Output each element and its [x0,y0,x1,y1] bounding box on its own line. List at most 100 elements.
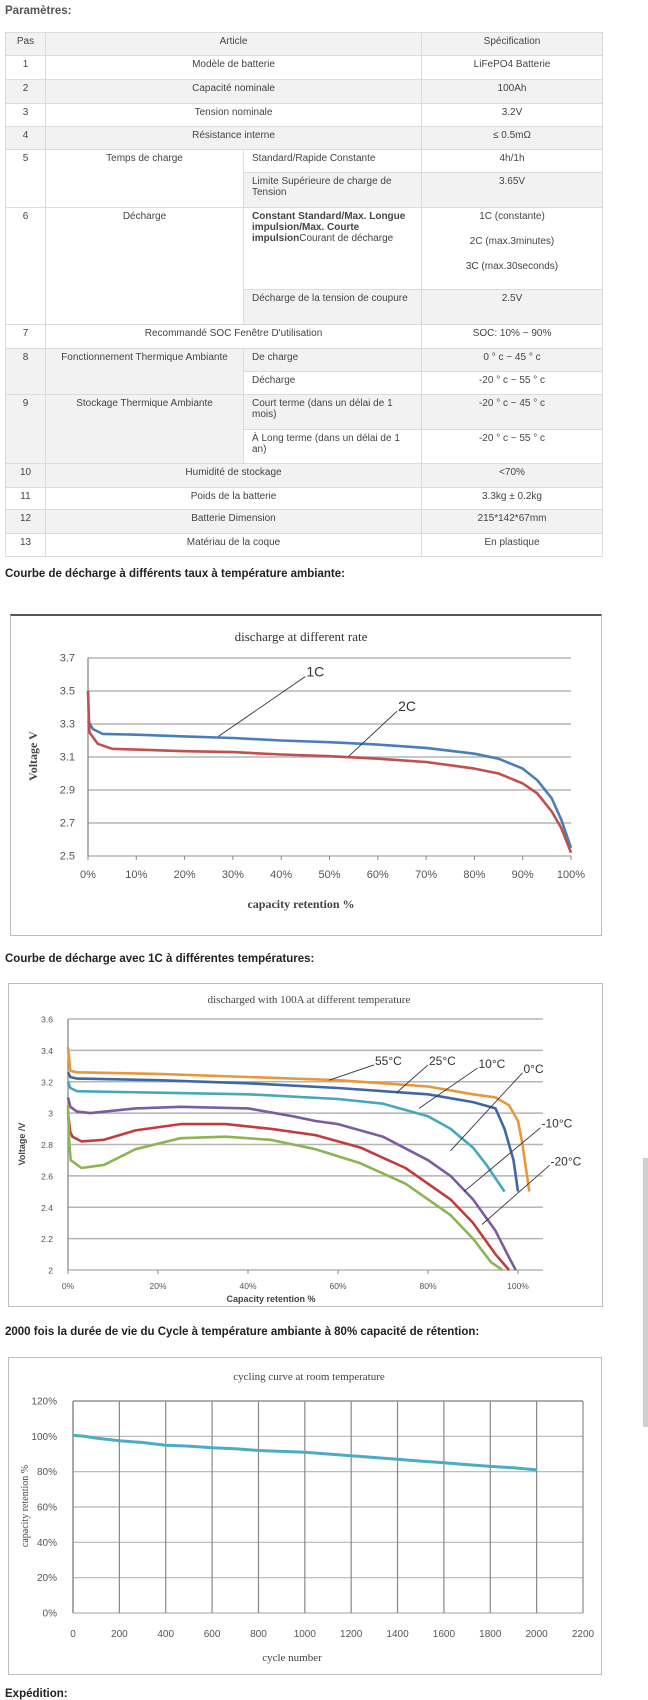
spec-line: 3C (max.30seconds) [465,261,559,272]
row-subitem: Standard/Rapide Constante [242,149,423,173]
y-tick-label: 2 [48,1266,53,1276]
row-subitem: De charge [242,348,423,372]
table-subrow: Décharge de la tension de coupure 2.5V [6,289,604,325]
annotation-leader-line [418,1067,478,1109]
annotation-leader-line [396,1064,429,1094]
y-tick-label: 3.6 [41,1015,53,1025]
x-tick-label: 10% [125,869,147,881]
row-item: Recommandé SOC Fenêtre D'utilisation [44,324,423,349]
discharge-rate-chart: 2.5 2.7 2.9 3.1 3.3 3.5 3.7 0% 10% 20% 30% 40% 50% 60… [10,614,602,936]
row-item: Matériau de la coque [44,533,423,557]
x-tick-label: 70% [415,869,437,881]
annotation-leader-line [481,1164,550,1225]
table-row: 4 Résistance interne ≤ 0.5mΩ [5,126,604,150]
table-row: 12 Batterie Dimension 215*142*67mm [5,509,604,534]
table-row: 1 Modèle de batterie LiFePO4 Batterie [5,55,604,80]
table-row: 11 Poids de la batterie 3.3kg ± 0.2kg [5,487,604,510]
annotation-leader-line [348,710,398,757]
y-tick-label: 60% [37,1503,57,1514]
annotation-label: 1C [306,664,324,680]
temperature-discharge-chart: 2 2.2 2.4 2.6 2.8 3 3.2 3.4 3.6 0% 20% 40% 60% 80% 100… [8,983,603,1307]
header-item: Article [44,32,423,56]
row-subitem: Court terme (dans un délai de 1 mois) [242,394,423,430]
x-tick-label: 60% [367,869,389,881]
y-tick-label: 3.2 [41,1077,53,1087]
row-item: Humidité de stockage [44,463,423,488]
x-tick-label: 1400 [386,1629,409,1640]
series-line-capacityretention [72,1433,537,1472]
table-row: 2 Capacité nominale 100Ah [5,79,604,104]
discharge-rate-chart-svg: 2.5 2.7 2.9 3.1 3.3 3.5 3.7 0% 10% 20% 30% 40% 50% 60… [26,629,585,911]
chart-title: discharge at different rate [235,629,368,644]
temperature-discharge-chart-svg: 2 2.2 2.4 2.6 2.8 3 3.2 3.4 3.6 0% 20% 40% 60% 80% 100… [17,994,582,1304]
row-spec: -20 ° c ~ 45 ° c [421,394,604,430]
x-tick-label: 90% [512,869,534,881]
x-tick-label: 80% [419,1281,436,1291]
row-spec: 3.65V [421,172,604,208]
row-item: Modèle de batterie [44,55,423,80]
row-spec: 0 ° c ~ 45 ° c [421,348,604,372]
rate-chart-heading: Courbe de décharge à différents taux à t… [5,568,345,580]
x-tick-label: 600 [204,1629,221,1640]
x-tick-label: 2000 [526,1629,549,1640]
y-tick-label: 2.4 [41,1203,53,1213]
scrollbar[interactable] [643,1158,648,1427]
row-item: Stockage Thermique Ambiante [45,394,244,464]
row-spec: 100Ah [421,79,604,104]
x-tick-label: 0% [80,869,96,881]
y-tick-label: 3.7 [60,653,75,665]
table-subrow: À Long terme (dans un délai de 1 an) -20… [6,429,604,464]
table-row: 6 Décharge Constant Standard/Max. Longue… [5,207,604,325]
table-row: 5 Temps de charge Standard/Rapide Consta… [5,149,604,208]
y-tick-label: 3.3 [60,719,75,731]
row-item: Temps de charge [45,149,244,208]
series-line--10c [66,1112,510,1271]
table-row: 7 Recommandé SOC Fenêtre D'utilisation S… [5,324,604,349]
specifications-table: Pas Article Spécification 1 Modèle de ba… [5,32,604,557]
x-tick-label: 0 [70,1629,76,1640]
y-axis-label: capacity retention % [20,1465,31,1547]
row-spec: 4h/1h [421,149,604,173]
x-tick-label: 60% [329,1281,346,1291]
row-step: 6 [5,207,46,325]
x-tick-label: 800 [250,1629,267,1640]
temperature-chart-heading: Courbe de décharge avec 1C à différentes… [5,953,315,965]
x-tick-label: 1000 [294,1629,317,1640]
row-spec: En plastique [421,533,604,557]
x-tick-label: 1800 [479,1629,502,1640]
row-step: 2 [5,79,46,104]
y-tick-label: 3.5 [60,686,75,698]
table-subrow: Décharge -20 ° c ~ 55 ° c [6,371,604,395]
annotation-leader-line [328,1064,375,1081]
x-axis-label: Capacity retention % [226,1294,315,1304]
y-tick-label: 80% [37,1467,57,1478]
row-spec: SOC: 10% ~ 90% [421,324,604,349]
series-line-2c [86,690,573,854]
row-subitem: Décharge [242,371,423,395]
series-line-1c [86,720,573,849]
annotation-label: 2C [398,698,416,714]
x-tick-label: 50% [318,869,340,881]
table-row: 8 Fonctionnement Thermique Ambiante De c… [5,348,604,395]
y-tick-label: 3 [48,1109,53,1119]
row-step: 10 [5,463,46,488]
row-spec: 2.5V [421,289,604,325]
shipping-heading: Expédition: [5,1688,68,1700]
annotation-label: 0°C [524,1062,544,1076]
annotation-label: 55°C [375,1054,402,1068]
x-tick-label: 100% [507,1281,529,1291]
x-tick-label: 1600 [433,1629,456,1640]
row-step: 8 [5,348,46,395]
x-tick-label: 200 [111,1629,128,1640]
spec-line: 1C (constante) [479,211,545,222]
y-tick-label: 2.5 [60,851,75,863]
row-subitem: Limite Supérieure de charge de Tension [242,172,423,208]
table-row: 10 Humidité de stockage <70% [5,463,604,488]
annotation-label: 10°C [479,1057,506,1071]
y-tick-label: 2.6 [41,1171,53,1181]
chart-title: cycling curve at room temperature [233,1371,385,1383]
parameters-heading: Paramètres: [5,5,72,17]
series-line--20c [66,1105,504,1272]
series-line-10c [66,1081,506,1193]
chart-title: discharged with 100A at different temper… [208,994,411,1006]
